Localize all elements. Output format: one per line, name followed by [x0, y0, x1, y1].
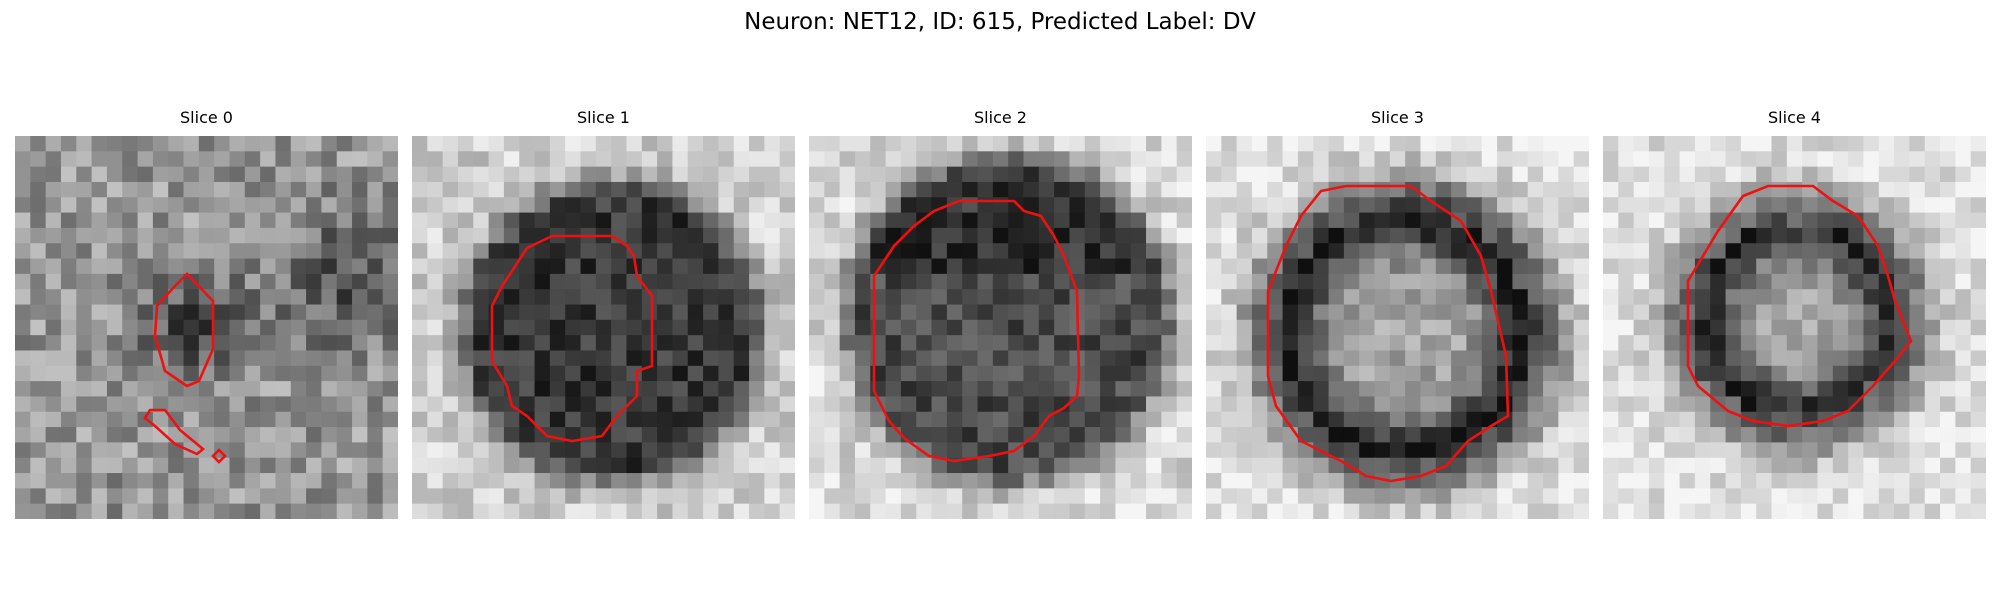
slice-image-3: [1206, 136, 1589, 519]
slice-panel-0: Slice 0: [15, 108, 398, 519]
slice-title-3: Slice 3: [1371, 108, 1424, 127]
roi-contour-3: [1266, 184, 1510, 483]
slice-image-0: [15, 136, 398, 519]
slice-image-2: [809, 136, 1192, 519]
slice-image-4: [1603, 136, 1986, 519]
slice-title-0: Slice 0: [180, 108, 233, 127]
roi-contour-4: [1686, 184, 1913, 428]
slice-image-1: [412, 136, 795, 519]
slice-title-1: Slice 1: [577, 108, 630, 127]
figure-title: Neuron: NET12, ID: 615, Predicted Label:…: [744, 9, 1256, 35]
slice-panel-2: Slice 2: [809, 108, 1192, 519]
roi-contour-0: [143, 272, 227, 464]
slice-panel-1: Slice 1: [412, 108, 795, 519]
roi-contour-2: [872, 199, 1081, 463]
roi-contour-1: [490, 234, 654, 443]
slice-panel-4: Slice 4: [1603, 108, 1986, 519]
slice-title-4: Slice 4: [1768, 108, 1821, 127]
slice-title-2: Slice 2: [974, 108, 1027, 127]
slice-panel-3: Slice 3: [1206, 108, 1589, 519]
